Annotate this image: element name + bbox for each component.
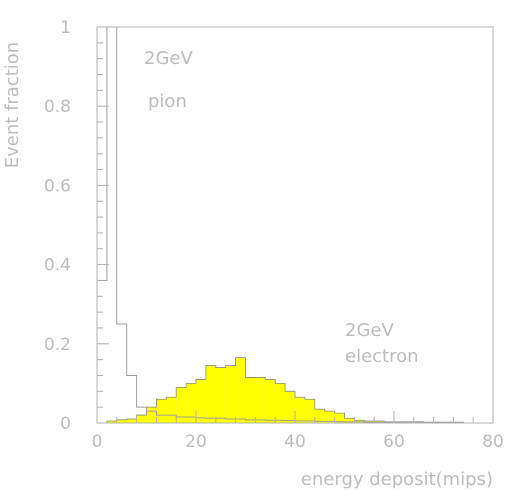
electron-bar: [156, 399, 167, 423]
electron-bar: [106, 421, 117, 423]
electron-bar: [245, 377, 256, 423]
electron-bar: [255, 377, 266, 423]
x-tick-label: 80: [482, 432, 504, 452]
electron-bar: [205, 365, 216, 423]
pion-energy-label: 2GeV: [144, 48, 193, 69]
x-tick-label: 20: [185, 432, 207, 452]
electron-bar: [225, 365, 236, 423]
electron-bar: [304, 399, 315, 423]
electron-bar: [176, 387, 187, 423]
electron-bar: [196, 379, 206, 423]
electron-label: electron: [345, 346, 419, 367]
electron-bar: [186, 383, 196, 423]
y-tick-label: 0.4: [44, 256, 71, 276]
electron-bar: [344, 418, 355, 423]
y-tick-label: 1: [60, 18, 71, 38]
electron-bar: [136, 415, 147, 423]
electron-bar: [285, 391, 295, 423]
electron-bar: [275, 383, 286, 423]
pion-series: [96, 26, 493, 424]
electron-bar: [324, 411, 335, 423]
electron-bar: [235, 357, 246, 423]
pion-outline: [96, 26, 493, 424]
electron-bar: [166, 397, 177, 423]
electron-bar: [265, 379, 276, 423]
x-axis-title: energy deposit(mips): [301, 469, 493, 490]
y-tick-label: 0.2: [44, 335, 71, 355]
axis-ticks: 0 20 40 60 80 0 0.2 0.4 0.6 0.8 1: [44, 18, 504, 452]
x-tick-label: 40: [284, 432, 306, 452]
pion-label: pion: [148, 91, 187, 112]
axes-box: [96, 26, 494, 424]
electron-bar: [314, 409, 325, 423]
x-tick-label: 0: [92, 432, 103, 452]
y-axis-title: Event fraction: [2, 42, 23, 168]
plot-frame: [96, 26, 494, 424]
x-tick-label: 60: [383, 432, 405, 452]
electron-bar: [215, 367, 226, 423]
electron-bar: [146, 407, 157, 423]
electron-bar: [116, 419, 127, 423]
electron-bar: [126, 419, 137, 423]
electron-energy-label: 2GeV: [345, 320, 394, 341]
electron-bar: [295, 397, 305, 423]
y-tick-label: 0.6: [44, 176, 71, 196]
y-tick-label: 0.8: [44, 97, 71, 117]
y-tick-label: 0: [60, 414, 71, 434]
electron-bar: [334, 413, 345, 423]
